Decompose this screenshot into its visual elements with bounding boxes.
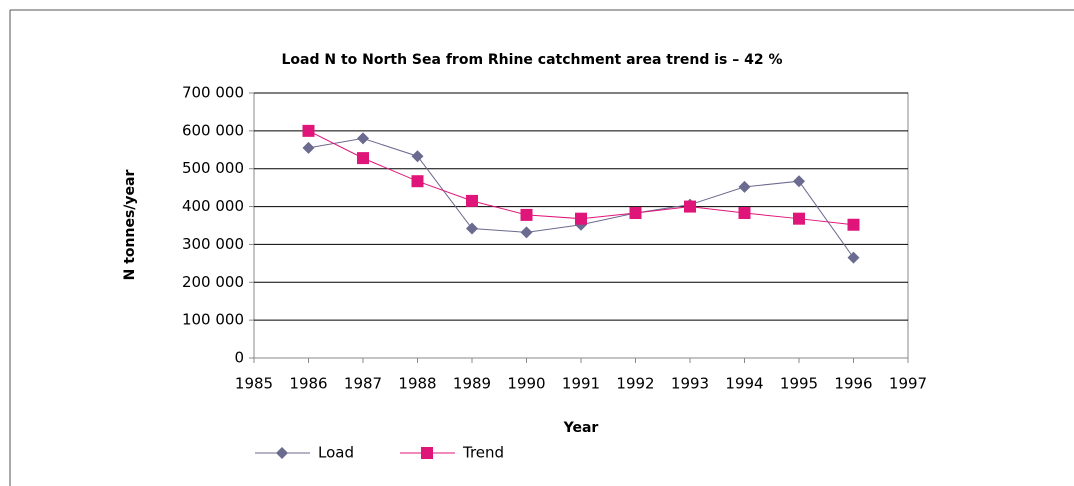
y-tick-label: 0 (234, 349, 244, 367)
legend-label: Load (318, 444, 354, 462)
series-line (308, 130, 854, 226)
x-tick-label: 1986 (289, 375, 327, 393)
x-tick-label: 1994 (725, 375, 763, 393)
data-point (847, 218, 860, 231)
y-tick-label: 100 000 (182, 311, 244, 329)
data-point (793, 212, 805, 225)
legend-label: Trend (462, 444, 504, 462)
y-tick-label: 600 000 (182, 121, 244, 139)
data-point (357, 132, 369, 145)
y-tick-label: 400 000 (182, 197, 244, 215)
data-point (738, 180, 751, 193)
data-point (684, 200, 696, 213)
y-tick-label: 200 000 (182, 273, 244, 291)
x-tick-label: 1992 (616, 375, 654, 393)
x-tick-label: 1996 (834, 375, 872, 393)
y-tick-label: 500 000 (182, 159, 244, 177)
data-point (411, 175, 424, 188)
x-tick-label: 1991 (562, 375, 600, 393)
data-point (575, 212, 587, 225)
x-tick-label: 1993 (671, 375, 709, 393)
x-tick-label: 1985 (235, 375, 273, 393)
legend-marker (421, 447, 433, 459)
x-tick-label: 1990 (507, 375, 545, 393)
y-axis-title: N tonnes/year (122, 170, 138, 281)
data-point (411, 150, 424, 163)
chart-title: Load N to North Sea from Rhine catchment… (282, 52, 783, 68)
data-point (847, 251, 860, 264)
data-point (302, 124, 315, 137)
x-tick-label: 1987 (344, 375, 382, 393)
data-point (466, 222, 478, 235)
x-tick-label: 1988 (398, 375, 436, 393)
data-point (629, 207, 642, 220)
data-point (520, 208, 533, 221)
data-point (302, 141, 315, 154)
y-tick-label: 300 000 (182, 235, 244, 253)
x-tick-label: 1995 (780, 375, 818, 393)
data-point (738, 207, 751, 220)
data-point (520, 226, 533, 239)
series-line (308, 137, 854, 258)
data-point (793, 175, 805, 188)
legend-marker (276, 447, 288, 459)
data-point (357, 152, 369, 165)
x-tick-label: 1997 (889, 375, 927, 393)
data-point (466, 194, 478, 207)
x-tick-label: 1989 (453, 375, 491, 393)
x-axis-title: Year (563, 420, 599, 436)
y-tick-label: 700 000 (182, 84, 244, 102)
